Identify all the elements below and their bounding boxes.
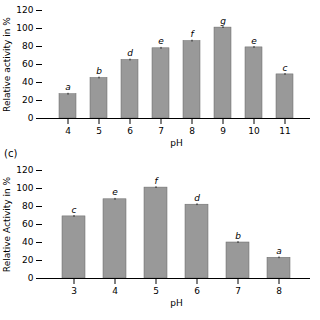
svg-text:8: 8 <box>189 126 195 136</box>
svg-text:f: f <box>190 29 195 39</box>
svg-text:7: 7 <box>235 286 241 296</box>
svg-text:4: 4 <box>112 286 118 296</box>
svg-text:e: e <box>158 36 164 46</box>
svg-text:f: f <box>154 176 159 186</box>
svg-text:6: 6 <box>127 126 133 136</box>
svg-text:5: 5 <box>96 126 102 136</box>
svg-text:b: b <box>96 66 102 76</box>
svg-text:8: 8 <box>276 286 282 296</box>
svg-text:120: 120 <box>16 165 33 175</box>
svg-text:60: 60 <box>22 219 34 229</box>
svg-text:5: 5 <box>153 286 159 296</box>
svg-text:b: b <box>235 231 241 241</box>
svg-text:40: 40 <box>22 77 34 87</box>
svg-text:11: 11 <box>279 126 290 136</box>
html-text:(c): (c) <box>4 148 18 159</box>
svg-text:10: 10 <box>248 126 260 136</box>
svg-text:e: e <box>112 187 118 197</box>
svg-text:100: 100 <box>16 23 33 33</box>
svg-text:6: 6 <box>194 286 200 296</box>
svg-text:120: 120 <box>16 5 33 15</box>
svg-text:pH: pH <box>170 138 182 148</box>
svg-text:9: 9 <box>220 126 226 136</box>
svg-text:60: 60 <box>22 59 34 69</box>
svg-text:a: a <box>65 82 71 92</box>
svg-text:a: a <box>276 246 282 256</box>
svg-text:0: 0 <box>28 113 34 123</box>
svg-text:40: 40 <box>22 237 34 247</box>
svg-text:3: 3 <box>71 286 77 296</box>
svg-text:80: 80 <box>22 41 34 51</box>
svg-text:4: 4 <box>65 126 71 136</box>
svg-text:pH: pH <box>170 298 182 308</box>
svg-text:100: 100 <box>16 183 33 193</box>
svg-text:d: d <box>194 193 200 203</box>
svg-text:0: 0 <box>28 273 34 283</box>
svg-text:Relative Activity in %: Relative Activity in % <box>2 176 12 272</box>
svg-text:80: 80 <box>22 201 34 211</box>
svg-text:Relative activity in %: Relative activity in % <box>2 17 12 112</box>
svg-text:20: 20 <box>22 95 34 105</box>
svg-text:d: d <box>127 48 133 58</box>
svg-text:c: c <box>283 63 288 73</box>
svg-text:e: e <box>251 36 257 46</box>
svg-text:c: c <box>72 205 77 215</box>
svg-text:7: 7 <box>158 126 164 136</box>
svg-text:g: g <box>220 16 226 26</box>
svg-text:20: 20 <box>22 255 34 265</box>
